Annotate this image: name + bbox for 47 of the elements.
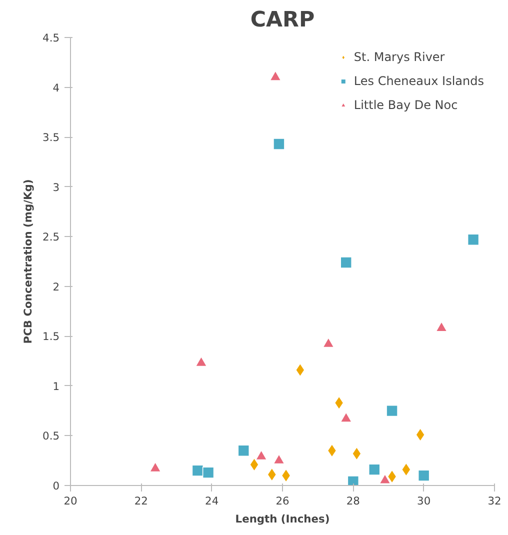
- point: [436, 321, 448, 332]
- point: [195, 356, 208, 367]
- x-tick-label: 32: [488, 494, 502, 508]
- point: [401, 462, 411, 476]
- point: [368, 464, 380, 476]
- point: [255, 450, 268, 460]
- y-tick-label: 0: [52, 480, 60, 492]
- point: [347, 476, 360, 486]
- x-axis-title: Length (Inches): [235, 512, 330, 526]
- point: [270, 70, 282, 81]
- legend-label: Little Bay De Noc: [354, 98, 458, 112]
- point: [295, 363, 305, 377]
- y-tick-label: 2: [52, 280, 60, 294]
- point: [322, 337, 334, 348]
- point: [192, 464, 204, 476]
- point: [379, 474, 391, 484]
- x-tick-label: 28: [346, 494, 360, 508]
- y-tick-label: 0.5: [42, 430, 60, 443]
- point: [281, 468, 291, 482]
- y-tick-label: 4: [52, 81, 60, 94]
- chart-title: CARP: [250, 8, 315, 32]
- y-tick-label: 2.5: [42, 230, 60, 244]
- x-tick-label: 30: [417, 494, 431, 508]
- y-tick-label: 4.5: [42, 32, 60, 44]
- y-axis-title: PCB Concentration (mg/Kg): [22, 179, 35, 344]
- point: [273, 138, 285, 150]
- point: [387, 470, 397, 484]
- x-tick-label: 22: [134, 494, 148, 508]
- y-tick-label: 3.5: [42, 131, 60, 144]
- x-tick-label: 26: [276, 494, 290, 508]
- y-tick-label: 1: [52, 380, 60, 393]
- point: [267, 468, 277, 482]
- legend-label: Les Cheneaux Islands: [354, 74, 484, 88]
- point: [202, 466, 214, 478]
- x-tick-label: 24: [205, 494, 219, 508]
- point: [418, 470, 430, 482]
- point: [149, 462, 162, 472]
- y-tick-label: 3: [52, 180, 60, 194]
- point: [467, 234, 480, 246]
- x-tick-label: 20: [64, 494, 78, 508]
- point: [340, 412, 352, 422]
- point: [340, 256, 352, 268]
- point: [238, 444, 250, 457]
- point: [273, 454, 285, 464]
- legend-label: St. Marys River: [354, 50, 445, 64]
- y-tick-label: 1.5: [42, 330, 60, 344]
- point: [386, 404, 398, 417]
